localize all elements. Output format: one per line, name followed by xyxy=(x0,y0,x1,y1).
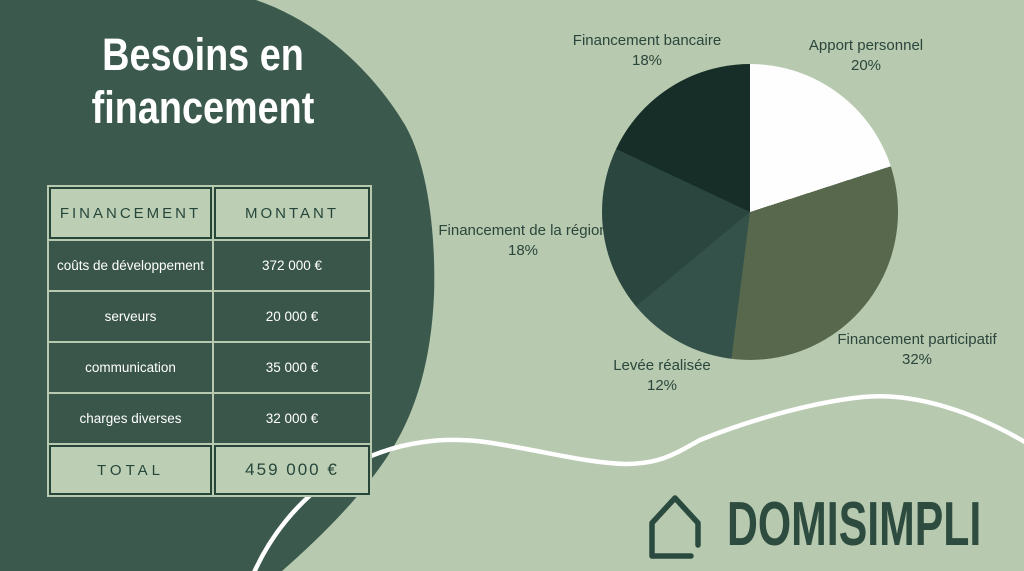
pie-label-pct: 18% xyxy=(507,242,539,259)
table-row-label: coûts de développement xyxy=(49,241,212,290)
pie-label-text: Financement de la région xyxy=(438,222,608,239)
brand-logo-text: DOMISIMPLI xyxy=(727,490,982,559)
pie-label-levee-realisee: Levée réalisée 12% xyxy=(552,356,772,396)
pie-label-pct: 18% xyxy=(631,52,663,69)
pie-label-text: Levée réalisée xyxy=(613,357,711,374)
pie-chart xyxy=(602,64,898,360)
pie-label-text: Financement bancaire xyxy=(572,32,722,49)
table-row-label: serveurs xyxy=(49,292,212,341)
pie-label-financement-participatif: Financement participatif 32% xyxy=(807,330,1024,370)
table-row-label: charges diverses xyxy=(49,394,212,443)
table-row-value: 32 000 € xyxy=(214,394,370,443)
table-total-label: TOTAL xyxy=(49,445,212,495)
pie-label-pct: 20% xyxy=(850,57,882,74)
financing-table: FINANCEMENT MONTANT coûts de développeme… xyxy=(47,185,372,497)
table-header-financement: FINANCEMENT xyxy=(49,187,212,239)
table-row-value: 20 000 € xyxy=(214,292,370,341)
pie-label-pct: 32% xyxy=(901,351,933,368)
pie-label-pct: 12% xyxy=(646,377,678,394)
title-line-2: financement xyxy=(91,82,315,133)
pie-label-apport-personnel: Apport personnel 20% xyxy=(756,36,976,76)
pie-label-text: Apport personnel xyxy=(808,37,924,54)
table-row-value: 372 000 € xyxy=(214,241,370,290)
table-row-value: 35 000 € xyxy=(214,343,370,392)
title-line-1: Besoins en xyxy=(102,29,304,80)
pie-label-text: Financement participatif xyxy=(837,331,997,348)
table-row-label: communication xyxy=(49,343,212,392)
page-title: Besoins en financement xyxy=(52,28,354,134)
house-outline-icon xyxy=(649,495,701,559)
pie-label-financement-bancaire: Financement bancaire 18% xyxy=(527,31,767,71)
table-header-montant: MONTANT xyxy=(214,187,370,239)
table-total-value: 459 000 € xyxy=(214,445,370,495)
pie-label-financement-region: Financement de la région 18% xyxy=(413,221,633,261)
